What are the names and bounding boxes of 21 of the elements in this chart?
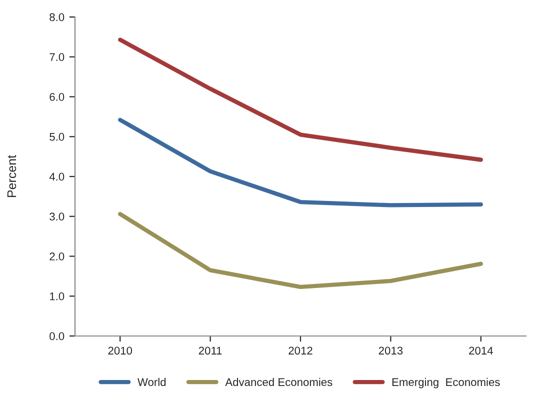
line-series [118, 212, 483, 290]
x-tick-label: 2012 [288, 346, 312, 355]
legend-label: Advanced Economies [225, 378, 332, 386]
y-tick-label: 8.0 [50, 13, 64, 22]
x-tick-label: 2013 [378, 346, 403, 355]
y-tick-label: 3.0 [50, 212, 64, 221]
line-series [118, 118, 483, 208]
y-axis-title: Percent [7, 155, 16, 198]
y-tick-label: 7.0 [50, 53, 64, 62]
x-tick-label: 2011 [198, 346, 222, 355]
y-tick-label: 4.0 [49, 172, 64, 181]
legend-label: Emerging Economies [392, 378, 500, 388]
y-tick-label: 0.0 [50, 332, 64, 340]
legend-label: World [138, 378, 166, 386]
y-tick-label: 1.0 [50, 292, 64, 300]
y-tick-label: 6.0 [50, 93, 64, 101]
x-tick-label: 2014 [469, 346, 493, 355]
y-tick-label: 5.0 [50, 132, 64, 141]
line-series [118, 38, 483, 162]
x-tick-label: 2010 [108, 346, 132, 355]
y-tick-label: 2.0 [50, 252, 64, 260]
